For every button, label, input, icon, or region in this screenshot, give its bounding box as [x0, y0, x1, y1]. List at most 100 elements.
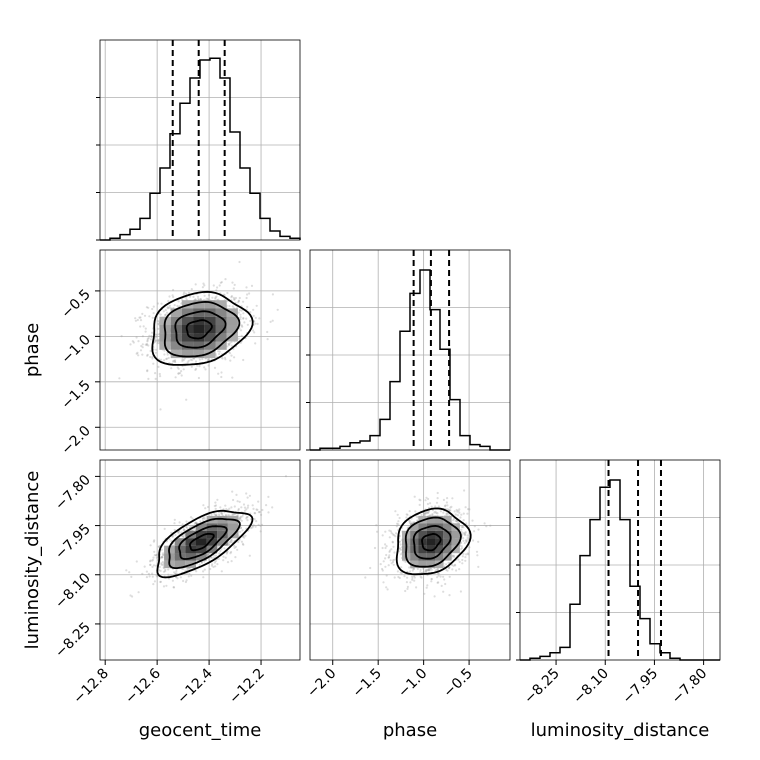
sample-point [388, 549, 392, 552]
sample-point [435, 501, 439, 504]
sample-point [219, 506, 222, 509]
sample-point [160, 358, 163, 361]
sample-point [205, 297, 208, 300]
panel-content [100, 250, 300, 450]
sample-point [461, 525, 464, 528]
sample-point [151, 572, 154, 575]
sample-point [140, 344, 143, 348]
sample-point [420, 576, 423, 579]
sample-point [160, 562, 163, 565]
sample-point [222, 555, 225, 558]
sample-point [433, 595, 436, 598]
sample-point [458, 560, 461, 564]
sample-point [266, 338, 269, 341]
sample-point [423, 592, 426, 595]
sample-point [373, 546, 377, 550]
sample-point [182, 535, 185, 539]
sample-point [245, 317, 248, 320]
sample-point [237, 507, 240, 511]
sample-point [385, 545, 388, 548]
sample-point [218, 513, 221, 517]
x-axis-label: geocent_time [139, 720, 262, 741]
sample-point [454, 519, 457, 523]
sample-point [201, 517, 204, 521]
sample-point [207, 553, 210, 556]
sample-point [155, 554, 158, 557]
sample-point [157, 545, 160, 548]
sample-point [129, 594, 132, 597]
sample-point [464, 532, 467, 535]
sample-point [459, 548, 462, 551]
x-tick-label: −2.0 [304, 666, 339, 701]
sample-point [173, 518, 176, 521]
sample-point [465, 522, 468, 525]
sample-point [148, 315, 151, 318]
contour-line [421, 532, 442, 552]
sample-point [390, 548, 393, 551]
sample-point [200, 561, 203, 565]
sample-point [230, 296, 233, 299]
sample-point [391, 541, 394, 544]
sample-point [250, 526, 253, 530]
sample-point [425, 512, 428, 515]
sample-point [255, 520, 258, 523]
sample-point [405, 516, 408, 519]
sample-point [462, 539, 465, 543]
sample-point [156, 319, 159, 323]
density-cell [443, 538, 452, 546]
y-tick-label: −7.95 [52, 521, 94, 563]
sample-point [141, 572, 144, 575]
sample-point [426, 510, 429, 513]
density-cell [418, 553, 427, 561]
density-cell [170, 349, 182, 359]
sample-point [189, 516, 193, 519]
density-cell [204, 349, 216, 359]
sample-point [460, 545, 463, 548]
sample-point [265, 504, 268, 507]
y-tick-label: −0.5 [58, 286, 93, 321]
sample-point [230, 550, 233, 554]
sample-point [220, 570, 223, 573]
sample-point [238, 517, 242, 520]
sample-point [162, 554, 165, 557]
sample-point [426, 502, 429, 506]
sample-point [442, 498, 445, 501]
sample-point [254, 322, 257, 325]
sample-point [239, 516, 242, 519]
sample-point [252, 329, 255, 332]
sample-point [231, 490, 234, 493]
sample-point [146, 340, 149, 343]
sample-point [201, 357, 204, 361]
sample-point [472, 539, 475, 542]
sample-point [433, 511, 436, 514]
density-cell [426, 545, 436, 554]
density-cell [185, 553, 196, 561]
sample-point [243, 536, 246, 539]
contour-line [178, 525, 228, 560]
sample-point [252, 507, 255, 510]
sample-point [210, 564, 214, 567]
histogram-step-line [520, 479, 720, 661]
sample-point [369, 566, 372, 570]
sample-point [460, 528, 463, 531]
sample-point [131, 340, 134, 343]
sample-point [248, 494, 251, 497]
sample-point [157, 340, 160, 343]
sample-point [430, 577, 433, 581]
sample-point [254, 342, 257, 345]
sample-point [154, 372, 157, 375]
sample-point [237, 337, 240, 340]
sample-point [394, 535, 397, 538]
sample-point [236, 500, 239, 503]
sample-point [489, 524, 492, 527]
sample-point [271, 506, 274, 509]
sample-point [146, 354, 149, 357]
sample-point [172, 295, 175, 299]
sample-point [276, 308, 279, 311]
sample-point [155, 556, 158, 559]
x-tick-label: −8.25 [521, 666, 563, 708]
density-cell [204, 316, 216, 325]
sample-point [178, 521, 181, 524]
sample-point [238, 296, 241, 300]
sample-point [392, 534, 396, 537]
